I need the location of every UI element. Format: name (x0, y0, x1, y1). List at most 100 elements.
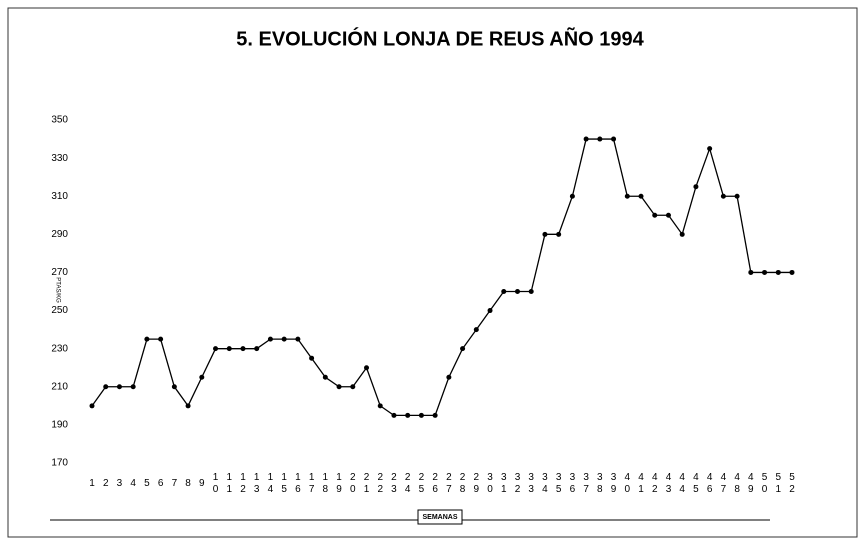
x-tick-label: 49 (745, 472, 756, 496)
x-tick-label: 18 (320, 472, 331, 496)
point (295, 336, 301, 342)
y-tick-label: 250 (51, 305, 68, 316)
x-tick-label: 22 (375, 472, 386, 496)
point (158, 336, 164, 342)
point (171, 384, 177, 390)
point (391, 412, 397, 418)
y-tick-label: 330 (51, 153, 68, 164)
point (652, 212, 658, 218)
x-tick-label: 12 (237, 472, 248, 496)
x-tick-label: 43 (663, 472, 674, 496)
point (748, 269, 754, 275)
point (501, 289, 507, 294)
y-tick-label: 230 (51, 343, 68, 354)
x-tick-label: 41 (636, 472, 647, 496)
y-tick-label: 290 (51, 229, 68, 240)
x-tick-label: 7 (169, 478, 180, 490)
point (693, 184, 699, 190)
point (473, 327, 479, 333)
point (734, 193, 740, 199)
point (89, 403, 95, 409)
point (528, 289, 534, 294)
x-tick-label: 48 (732, 472, 743, 496)
point (487, 308, 493, 314)
x-tick-label: 20 (347, 472, 358, 496)
x-tick-label: 31 (498, 472, 509, 496)
x-tick-label: 39 (608, 472, 619, 496)
x-tick-label: 24 (402, 472, 413, 496)
point (514, 289, 520, 294)
x-label-box (417, 509, 463, 525)
point (418, 412, 424, 418)
point (624, 193, 630, 199)
x-tick-label: 21 (361, 472, 372, 496)
point (226, 346, 232, 352)
x-tick-label: 15 (279, 472, 290, 496)
x-tick-label: 23 (388, 472, 399, 496)
point (583, 136, 589, 142)
point (789, 269, 795, 275)
x-tick-label: 6 (155, 478, 166, 490)
x-tick-label: 27 (443, 472, 454, 496)
x-tick-label: 13 (251, 472, 262, 496)
point (130, 384, 136, 390)
x-tick-label: 28 (457, 472, 468, 496)
y-tick-label: 190 (51, 420, 68, 431)
x-tick-label: 29 (471, 472, 482, 496)
point (377, 403, 383, 409)
point (103, 384, 109, 390)
point (707, 146, 713, 152)
point (213, 346, 219, 352)
x-tick-label: 10 (210, 472, 221, 496)
x-tick-label: 8 (183, 478, 194, 490)
x-tick-label: 33 (526, 472, 537, 496)
point (432, 412, 438, 418)
x-tick-label: 16 (292, 472, 303, 496)
point (116, 384, 122, 390)
point (556, 231, 562, 237)
point (199, 374, 205, 380)
y-axis-label: PTAS/KG (54, 277, 60, 303)
y-tick-label: 350 (51, 115, 68, 126)
x-tick-label: 30 (485, 472, 496, 496)
point (350, 384, 356, 390)
x-tick-label: 2 (100, 478, 111, 490)
x-tick-label: 17 (306, 472, 317, 496)
point (460, 346, 466, 352)
x-tick-label: 5 (141, 478, 152, 490)
x-tick-label: 11 (224, 472, 235, 496)
x-tick-label: 32 (512, 472, 523, 496)
x-tick-label: 36 (567, 472, 578, 496)
point (144, 336, 150, 342)
x-tick-label: 35 (553, 472, 564, 496)
x-tick-label: 9 (196, 478, 207, 490)
chart-title: 5. EVOLUCIÓN LONJA DE REUS AÑO 1994 (236, 26, 644, 50)
x-tick-label: 26 (430, 472, 441, 496)
x-tick-label: 38 (594, 472, 605, 496)
x-tick-label: 25 (416, 472, 427, 496)
point (679, 231, 685, 237)
y-tick-label: 210 (51, 381, 68, 392)
point (611, 136, 617, 142)
x-tick-label: 34 (539, 472, 550, 496)
x-tick-label: 37 (581, 472, 592, 496)
point (720, 193, 726, 199)
point (762, 269, 768, 275)
x-tick-label: 42 (649, 472, 660, 496)
line (91, 138, 792, 417)
x-tick-label: 51 (773, 472, 784, 496)
point (185, 403, 191, 409)
x-tick-label: 52 (787, 472, 798, 496)
point (665, 212, 671, 218)
point (542, 231, 548, 237)
point (281, 336, 287, 342)
y-tick-label: 310 (51, 191, 68, 202)
x-tick-label: 40 (622, 472, 633, 496)
x-tick-label: 3 (114, 478, 125, 490)
x-tick-label: 19 (334, 472, 345, 496)
point (638, 193, 644, 199)
x-axis-label: SEMANAS (422, 514, 457, 521)
point (336, 384, 342, 390)
